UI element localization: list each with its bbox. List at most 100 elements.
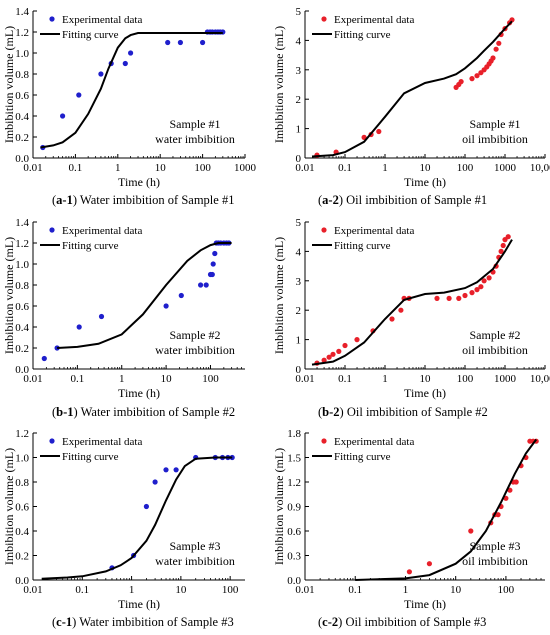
caption-id: a-2 [322,193,339,207]
fitting-curve [41,456,233,580]
y-tick-label: 0.6 [15,502,29,514]
data-point [493,46,499,52]
imbibition-label: oil imbibition [462,554,528,568]
legend-label: Experimental data [334,225,414,237]
y-tick-label: 0 [296,153,302,165]
y-tick-label: 3 [296,65,302,77]
data-point [478,284,484,290]
y-tick-label: 0.8 [15,477,29,489]
chart-panel-a-1: 0.01 0.1 1 10 100 1000 0.0 0.2 0.4 0.6 0.8 1.0 1.2 1.… [2,6,257,189]
x-tick-label: 1000 [494,373,517,385]
imbibition-label: water imbibition [155,554,235,568]
data-point [212,250,218,257]
x-tick-label: 1000 [234,162,257,174]
y-tick-label: 0.2 [15,343,29,355]
legend-label: Experimental data [62,14,142,26]
data-point [122,60,128,67]
caption-id: c-1 [56,615,73,629]
y-tick-label: 1.0 [15,48,29,60]
y-tick-label: 1.4 [15,6,29,18]
y-tick-label: 1.4 [15,217,29,229]
y-tick-label: 4 [296,246,302,258]
y-tick-label: 0.4 [15,322,29,334]
x-tick-label: 0.1 [69,162,83,174]
legend-marker [321,438,327,444]
x-axis-label: Time (h) [118,175,160,189]
data-point [336,348,342,354]
x-axis-label: Time (h) [404,175,446,189]
caption-a-2: (a-2) Oil imbibition of Sample #1 [318,193,488,207]
y-tick-label: 1.0 [15,453,29,465]
caption-b-2: (b-2) Oil imbibition of Sample #2 [318,405,488,419]
data-point [505,234,511,240]
caption-id: b-2 [322,405,340,419]
data-point [143,503,149,510]
x-tick-label: 1 [403,584,409,596]
y-tick-label: 0.9 [287,502,301,514]
sample-label: Sample #3 [170,539,221,553]
y-tick-label: 0.0 [15,364,29,376]
x-tick-label: 0.01 [295,162,314,174]
data-point [458,79,464,85]
data-point [60,113,66,119]
legend-label: Experimental data [334,436,414,448]
data-point [398,307,404,313]
x-tick-label: 100 [202,373,219,385]
caption-text: Oil imbibition of Sample #1 [343,193,488,207]
data-point [426,561,432,567]
x-tick-label: 100 [498,584,515,596]
data-point [406,569,412,575]
legend-label: Fitting curve [334,29,391,41]
legend-marker [49,16,55,22]
data-point [203,282,209,288]
data-point [76,92,82,98]
data-point [498,248,504,254]
y-axis-label: Imbibition volume (mL) [272,26,286,143]
y-tick-label: 0.8 [15,280,29,292]
y-tick-label: 2 [296,94,302,106]
data-point [98,71,104,77]
legend-label: Experimental data [62,436,142,448]
x-tick-label: 10 [161,373,173,385]
data-point [513,479,519,485]
data-point [462,292,468,299]
y-tick-label: 0.2 [15,551,29,563]
sample-label: Sample #1 [170,117,221,131]
fitting-curve [311,20,513,158]
data-point [468,528,474,534]
x-tick-label: 1 [382,373,388,385]
y-tick-label: 0.6 [15,301,29,313]
data-point [321,357,327,363]
caption-id: b-1 [56,405,74,419]
y-tick-label: 1 [296,335,302,347]
x-tick-label: 10 [420,162,432,174]
x-tick-label: 100 [457,162,474,174]
x-axis-label: Time (h) [404,386,446,400]
data-point [163,467,169,473]
chart-panel-c-2: 0.01 0.1 1 10 100 0.0 0.3 0.6 0.9 1.2 1.5 1.8 Time (… [272,428,545,611]
legend-marker [321,227,327,233]
data-point [474,287,480,293]
caption-c-2: (c-2) Oil imbibition of Sample #3 [318,615,487,629]
y-axis-label: Imbibition volume (mL) [2,237,16,354]
y-tick-label: 1.0 [15,259,29,271]
x-tick-label: 100 [457,373,474,385]
y-tick-label: 3 [296,276,302,288]
data-point [446,295,452,301]
sample-label: Sample #2 [470,328,521,342]
y-tick-label: 5 [296,217,302,229]
caption-c-1: (c-1) Water imbibition of Sample #3 [52,615,234,629]
x-tick-label: 0.01 [295,584,314,596]
x-tick-label: 1 [129,584,135,596]
y-tick-label: 5 [296,6,302,18]
y-axis-label: Imbibition volume (mL) [2,448,16,565]
imbibition-label: oil imbibition [462,132,528,146]
x-tick-label: 0.1 [75,584,89,596]
legend-label: Fitting curve [334,451,391,463]
y-tick-label: 4 [296,35,302,47]
y-tick-label: 0.8 [15,69,29,81]
x-tick-label: 10 [450,584,462,596]
y-tick-label: 0.6 [15,90,29,102]
fitting-curve [40,32,223,149]
x-tick-label: 1 [115,162,121,174]
